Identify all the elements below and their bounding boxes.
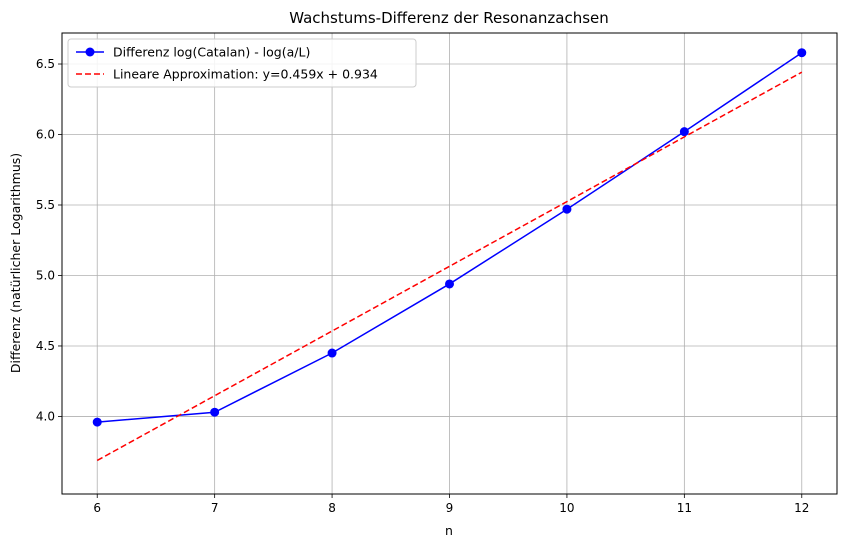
y-axis-label: Differenz (natürlicher Logarithmus) [8, 153, 23, 373]
data-point [327, 348, 337, 358]
x-tick-label: 12 [794, 501, 809, 515]
data-point [679, 127, 689, 137]
y-tick-label: 4.0 [36, 409, 55, 423]
axis-ticks: 6 7 8 9 10 11 12 4.0 4.5 5.0 5.5 6.0 6.5 [36, 57, 810, 515]
y-tick-label: 5.0 [36, 268, 55, 282]
data-point [92, 417, 102, 427]
data-point [562, 204, 572, 214]
data-point [797, 48, 807, 58]
grid-lines [62, 33, 837, 494]
chart-title: Wachstums-Differenz der Resonanzachsen [289, 9, 609, 27]
x-axis-label: n [445, 523, 453, 538]
series-layer [92, 48, 807, 462]
x-tick-label: 7 [211, 501, 219, 515]
y-tick-label: 6.5 [36, 57, 55, 71]
x-tick-label: 9 [446, 501, 454, 515]
y-tick-label: 5.5 [36, 198, 55, 212]
legend-entry-label: Lineare Approximation: y=0.459x + 0.934 [113, 67, 378, 82]
y-tick-label: 6.0 [36, 128, 55, 142]
data-point [445, 279, 454, 289]
legend: Differenz log(Catalan) - log(a/L) Lineare… [67, 38, 417, 88]
data-point [210, 407, 220, 417]
legend-marker [85, 47, 95, 57]
legend-box [67, 38, 417, 88]
x-tick-label: 6 [93, 501, 101, 515]
x-tick-label: 8 [328, 501, 336, 515]
legend-entry-label: Differenz log(Catalan) - log(a/L) [113, 45, 310, 60]
y-tick-label: 4.5 [36, 339, 55, 353]
x-tick-label: 10 [559, 501, 574, 515]
fit-line [96, 71, 803, 462]
x-tick-label: 11 [677, 501, 692, 515]
